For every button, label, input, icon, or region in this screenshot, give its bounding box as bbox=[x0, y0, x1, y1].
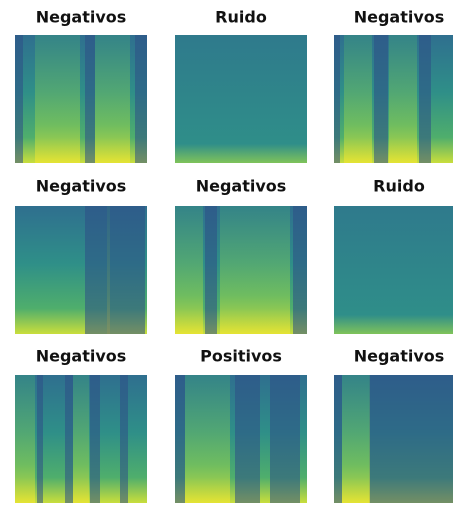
panel-title: Negativos bbox=[354, 347, 445, 366]
dark-band bbox=[175, 375, 185, 503]
panel-title: Positivos bbox=[200, 347, 282, 366]
panel-title: Ruido bbox=[373, 177, 425, 196]
bright-band bbox=[344, 35, 372, 163]
panel-title: Negativos bbox=[36, 177, 127, 196]
panel-title: Negativos bbox=[36, 347, 127, 366]
panel-title: Negativos bbox=[36, 8, 127, 27]
dark-band bbox=[85, 35, 95, 163]
dark-band bbox=[120, 375, 128, 503]
dark-band bbox=[37, 375, 43, 503]
spectrogram bbox=[175, 35, 307, 163]
panel-title: Negativos bbox=[196, 177, 287, 196]
bright-band bbox=[185, 375, 230, 503]
dark-band bbox=[235, 375, 260, 503]
dark-band bbox=[15, 35, 23, 163]
dark-band bbox=[90, 375, 100, 503]
dark-band bbox=[419, 35, 431, 163]
dark-band bbox=[334, 375, 342, 503]
bright-band bbox=[15, 375, 35, 503]
dark-band bbox=[369, 375, 453, 503]
figure: Negativos Ruido Negativos Negativos Negativo… bbox=[0, 0, 453, 507]
dark-band bbox=[270, 375, 300, 503]
bright-band bbox=[95, 35, 130, 163]
dark-band bbox=[293, 206, 307, 334]
bright-band bbox=[175, 206, 203, 334]
spectrogram bbox=[334, 206, 453, 334]
dark-band bbox=[205, 206, 217, 334]
dark-band bbox=[65, 375, 73, 503]
dark-band bbox=[135, 35, 147, 163]
panel-title: Ruido bbox=[215, 8, 267, 27]
bright-band bbox=[342, 375, 370, 503]
dark-band bbox=[334, 35, 340, 163]
dark-band bbox=[85, 206, 145, 334]
bright-band bbox=[73, 375, 89, 503]
dark-band bbox=[374, 35, 388, 163]
bright-band bbox=[220, 206, 290, 334]
bright-band bbox=[35, 35, 80, 163]
panel-title: Negativos bbox=[354, 8, 445, 27]
bright-band bbox=[389, 35, 417, 163]
